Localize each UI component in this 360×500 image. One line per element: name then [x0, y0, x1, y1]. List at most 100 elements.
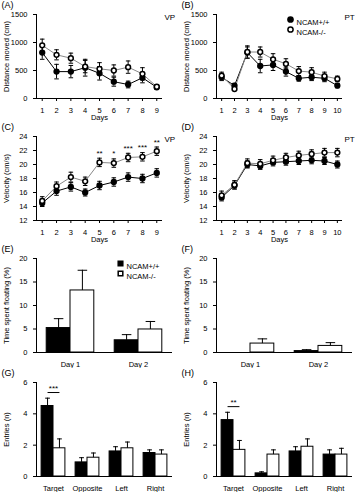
svg-text:16: 16	[19, 188, 27, 197]
svg-text:3: 3	[245, 106, 249, 115]
svg-text:(B): (B)	[182, 0, 194, 10]
svg-text:7: 7	[297, 228, 301, 237]
svg-text:18: 18	[19, 174, 27, 183]
svg-text:4: 4	[203, 409, 207, 418]
svg-text:Days: Days	[271, 235, 288, 244]
svg-text:5: 5	[203, 324, 207, 333]
svg-text:**: **	[96, 149, 102, 158]
svg-text:14: 14	[19, 202, 27, 211]
svg-text:8: 8	[140, 228, 144, 237]
svg-text:Time spent floating (%): Time spent floating (%)	[2, 267, 11, 344]
svg-text:5: 5	[23, 324, 27, 333]
svg-text:4: 4	[23, 409, 27, 418]
svg-text:20: 20	[199, 254, 207, 263]
svg-text:6: 6	[112, 106, 116, 115]
svg-text:1000: 1000	[11, 38, 28, 47]
svg-text:8: 8	[140, 106, 144, 115]
svg-text:NCAM+/+: NCAM+/+	[297, 18, 331, 27]
svg-text:3: 3	[69, 106, 73, 115]
svg-text:4: 4	[258, 228, 262, 237]
svg-text:1500: 1500	[11, 10, 28, 19]
svg-text:7: 7	[126, 228, 130, 237]
svg-text:6: 6	[203, 378, 207, 387]
svg-text:***: ***	[123, 144, 132, 153]
svg-text:0: 0	[203, 94, 207, 103]
svg-text:Target: Target	[223, 484, 245, 493]
svg-text:**: **	[230, 398, 236, 407]
svg-text:Right: Right	[147, 484, 165, 493]
svg-text:20: 20	[19, 160, 27, 169]
svg-text:Velocity (cm/s): Velocity (cm/s)	[2, 154, 11, 203]
svg-text:(G): (G)	[2, 368, 15, 378]
svg-text:NCAM-/-: NCAM-/-	[297, 28, 327, 37]
svg-text:(A): (A)	[2, 0, 14, 10]
svg-text:9: 9	[155, 228, 159, 237]
svg-text:2: 2	[232, 228, 236, 237]
svg-text:Distance moved (cm): Distance moved (cm)	[182, 21, 191, 92]
svg-text:1: 1	[40, 106, 44, 115]
svg-text:22: 22	[199, 146, 207, 155]
svg-text:PT: PT	[345, 13, 355, 22]
svg-text:10: 10	[333, 106, 341, 115]
svg-text:15: 15	[199, 277, 207, 286]
svg-text:Distance moved (cm): Distance moved (cm)	[2, 21, 11, 92]
svg-text:NCAM-/-: NCAM-/-	[127, 272, 157, 281]
svg-text:20: 20	[199, 160, 207, 169]
svg-text:9: 9	[322, 106, 326, 115]
svg-text:Time spent floating (%): Time spent floating (%)	[182, 267, 191, 344]
svg-text:24: 24	[199, 132, 207, 141]
svg-text:PT: PT	[345, 135, 355, 144]
svg-text:NCAM+/+: NCAM+/+	[127, 262, 161, 271]
svg-text:8: 8	[310, 106, 314, 115]
svg-text:*: *	[112, 149, 115, 158]
svg-text:12: 12	[19, 216, 27, 225]
svg-text:8: 8	[310, 228, 314, 237]
svg-text:9: 9	[155, 106, 159, 115]
svg-text:0: 0	[23, 348, 27, 357]
svg-text:10: 10	[333, 228, 341, 237]
svg-text:0: 0	[203, 472, 207, 481]
svg-text:14: 14	[199, 202, 207, 211]
svg-text:10: 10	[19, 301, 27, 310]
svg-text:3: 3	[245, 228, 249, 237]
svg-text:15: 15	[19, 277, 27, 286]
svg-text:(E): (E)	[2, 244, 14, 254]
svg-text:6: 6	[112, 228, 116, 237]
svg-text:7: 7	[126, 106, 130, 115]
svg-text:***: ***	[138, 143, 147, 152]
svg-text:4: 4	[83, 106, 87, 115]
svg-text:Right: Right	[327, 484, 345, 493]
svg-text:16: 16	[199, 188, 207, 197]
svg-text:7: 7	[297, 106, 301, 115]
svg-text:500: 500	[15, 66, 28, 75]
svg-text:9: 9	[322, 228, 326, 237]
svg-text:18: 18	[199, 174, 207, 183]
svg-text:1000: 1000	[191, 38, 208, 47]
svg-text:1: 1	[220, 228, 224, 237]
svg-text:Days: Days	[91, 235, 108, 244]
svg-text:20: 20	[19, 254, 27, 263]
svg-text:6: 6	[23, 378, 27, 387]
svg-text:2: 2	[54, 106, 58, 115]
svg-text:VP: VP	[165, 13, 176, 22]
svg-text:Entries (n): Entries (n)	[2, 412, 11, 447]
svg-text:VP: VP	[165, 135, 176, 144]
svg-text:1500: 1500	[191, 10, 208, 19]
svg-text:0: 0	[23, 472, 27, 481]
svg-text:(D): (D)	[182, 122, 195, 132]
svg-text:0: 0	[23, 94, 27, 103]
svg-text:Opposite: Opposite	[72, 484, 102, 493]
svg-text:Velocity (cm/s): Velocity (cm/s)	[182, 154, 191, 203]
svg-text:4: 4	[258, 106, 262, 115]
svg-text:2: 2	[54, 228, 58, 237]
svg-text:10: 10	[199, 301, 207, 310]
svg-text:Entries (n): Entries (n)	[182, 412, 191, 447]
svg-text:2: 2	[23, 441, 27, 450]
svg-text:(H): (H)	[182, 368, 195, 378]
svg-text:3: 3	[69, 228, 73, 237]
svg-text:4: 4	[83, 228, 87, 237]
svg-text:2: 2	[203, 441, 207, 450]
svg-text:Opposite: Opposite	[252, 484, 282, 493]
svg-text:1: 1	[40, 228, 44, 237]
svg-text:**: **	[154, 138, 160, 147]
